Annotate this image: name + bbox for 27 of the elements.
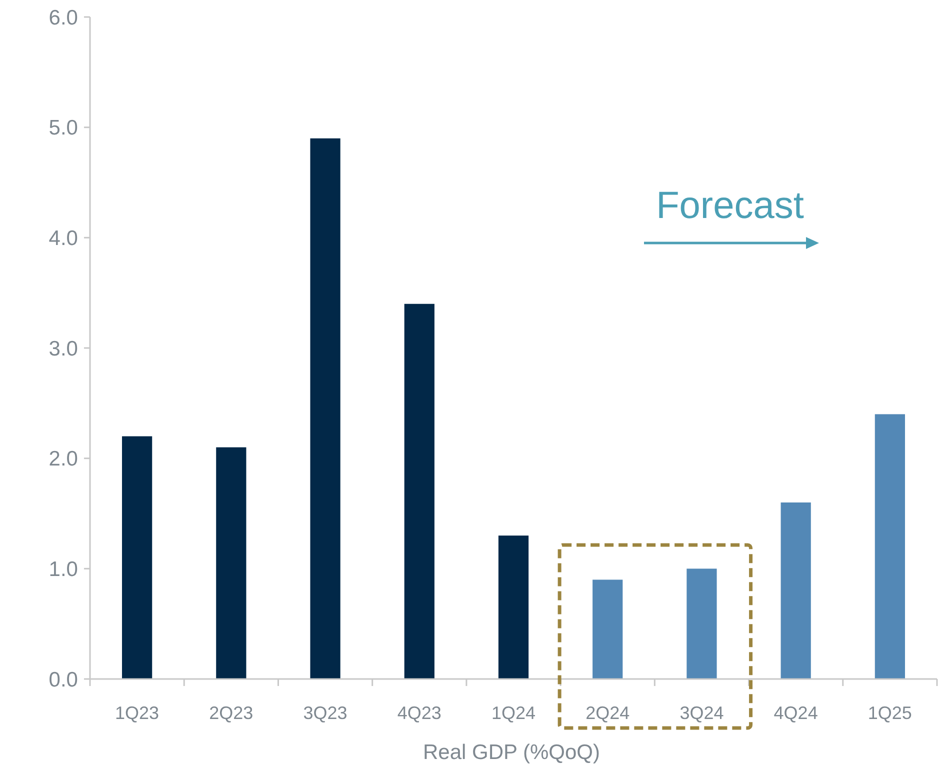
bar (592, 580, 623, 679)
x-tick-label: 2Q23 (209, 703, 254, 723)
x-tick-label: 1Q23 (115, 703, 160, 723)
y-tick-label: 2.0 (48, 448, 78, 471)
bar (404, 304, 434, 679)
x-axis-title: Real GDP (%QoQ) (423, 741, 600, 764)
annotation: Forecast (656, 185, 804, 227)
bar (122, 436, 152, 679)
y-tick-label: 0.0 (48, 668, 78, 692)
bar (310, 138, 340, 679)
x-tick-label: 1Q25 (868, 703, 912, 723)
bar (216, 447, 246, 679)
x-tick-label: 2Q24 (586, 703, 630, 723)
bar (780, 502, 811, 679)
y-tick-label: 4.0 (48, 227, 78, 250)
x-tick-label: 3Q24 (680, 703, 724, 723)
bar (498, 536, 529, 679)
x-tick-label: 3Q23 (303, 703, 348, 723)
x-tick-label: 4Q24 (774, 703, 818, 723)
x-tick-label: 1Q24 (491, 703, 536, 723)
bar (874, 414, 906, 679)
y-tick-label: 6.0 (48, 6, 78, 30)
y-tick-label: 5.0 (48, 116, 78, 140)
x-tick-label: 4Q23 (397, 703, 442, 723)
y-tick-label: 1.0 (48, 558, 78, 582)
y-tick-label: 3.0 (48, 337, 78, 360)
bar (686, 568, 717, 679)
